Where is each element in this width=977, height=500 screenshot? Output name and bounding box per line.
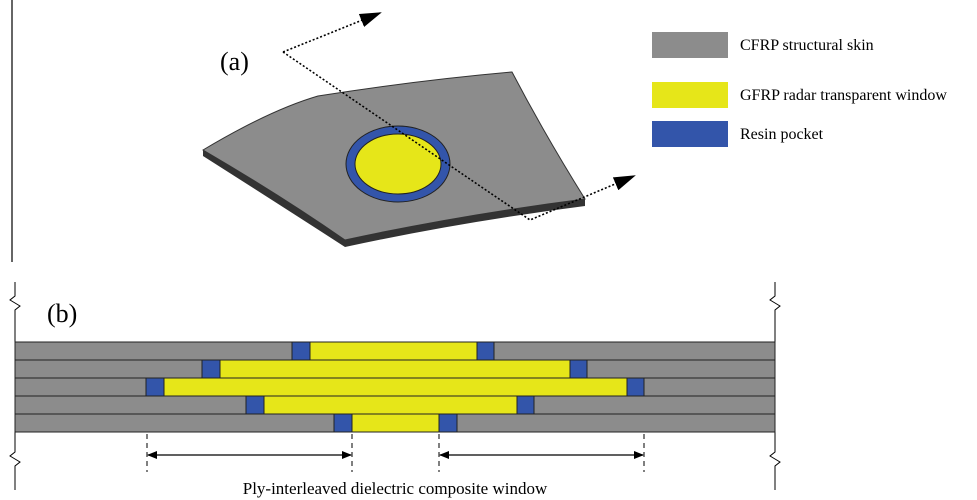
legend: CFRP structural skin GFRP radar transpare…: [652, 32, 947, 147]
laminate: [15, 342, 775, 432]
legend-label: GFRP radar transparent window: [740, 87, 947, 104]
dimension-lines: [147, 434, 644, 472]
diagram: (a) CFRP structural skin GFRP radar trans…: [0, 0, 977, 500]
legend-label: Resin pocket: [740, 126, 824, 143]
panel-label: (a): [220, 47, 249, 76]
legend-swatch: [652, 121, 728, 147]
legend-swatch: [652, 82, 728, 108]
legend-label: CFRP structural skin: [740, 37, 874, 54]
legend-swatch: [652, 32, 728, 58]
plate: [203, 72, 585, 247]
caption: Ply-interleaved dielectric composite win…: [243, 479, 548, 498]
panel-label: (b): [47, 299, 77, 328]
